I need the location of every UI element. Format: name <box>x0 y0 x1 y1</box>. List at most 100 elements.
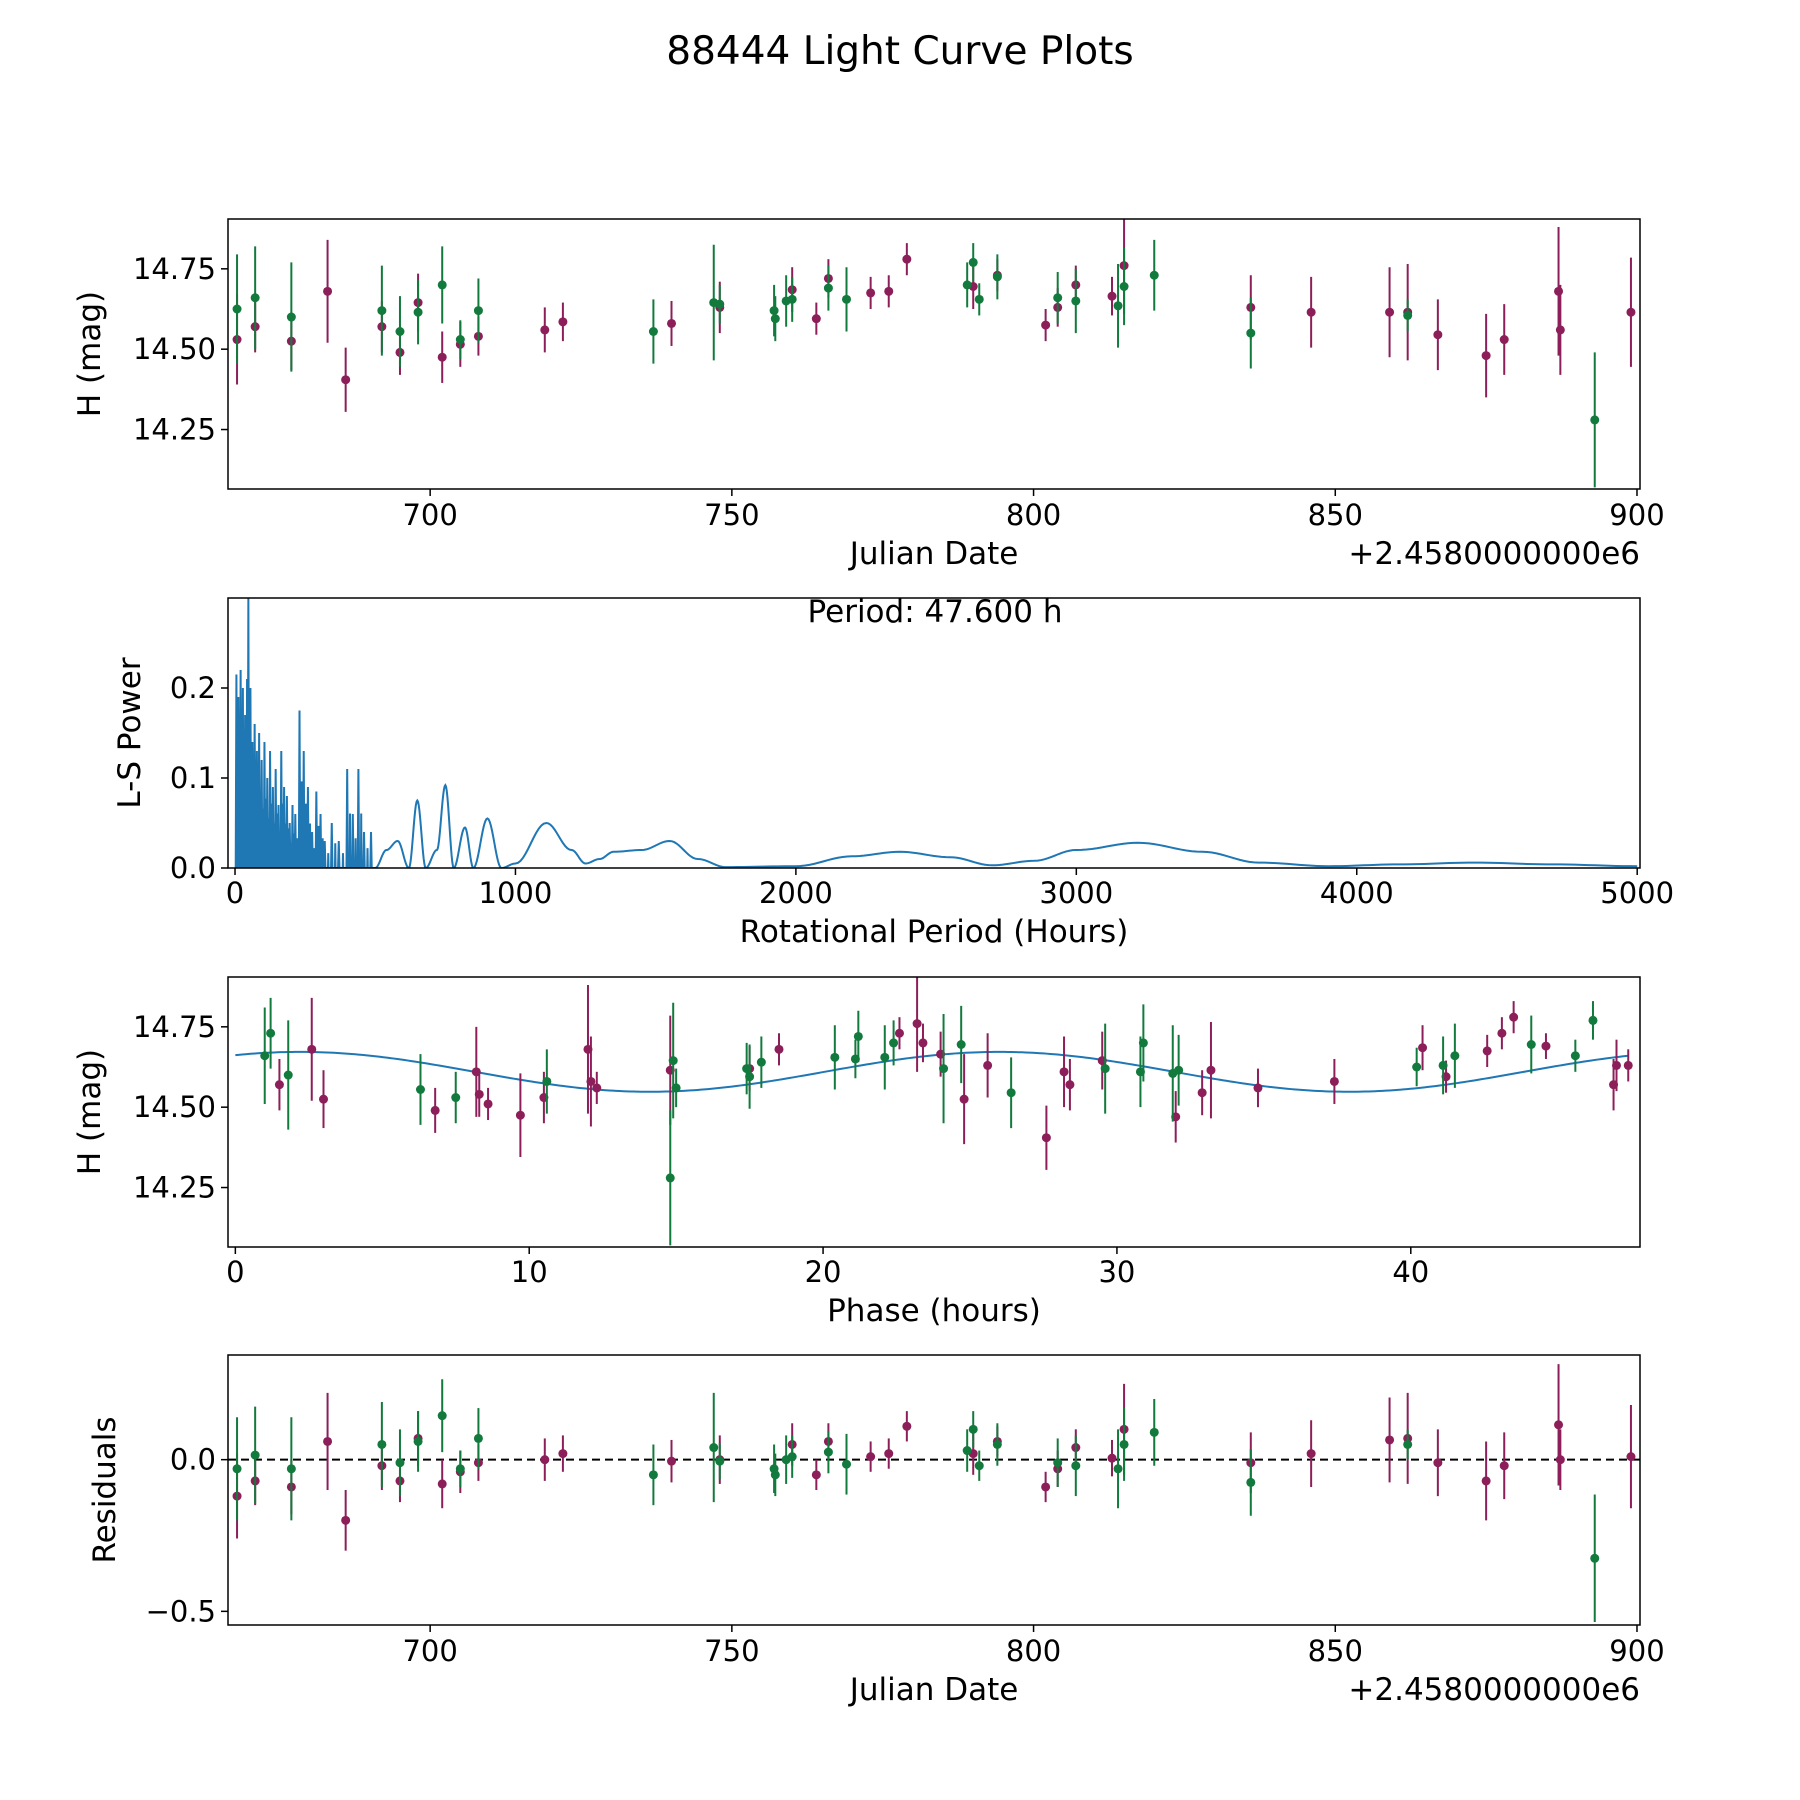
data-point <box>823 283 833 293</box>
data-point <box>974 1461 984 1471</box>
data-point <box>1149 1427 1159 1437</box>
data-point <box>1541 1041 1551 1051</box>
data-point <box>542 1076 552 1086</box>
data-point <box>413 1436 423 1446</box>
data-point <box>1306 307 1316 317</box>
data-point <box>483 1099 493 1109</box>
data-point <box>540 325 550 335</box>
data-point <box>1041 320 1051 330</box>
x-tick-label: 20 <box>805 1255 842 1289</box>
residuals-plot-area <box>228 1364 1640 1622</box>
data-point <box>283 1070 293 1080</box>
data-point <box>1071 296 1081 306</box>
data-point <box>341 1515 351 1525</box>
x-tick-label: 800 <box>1006 1634 1061 1668</box>
x-axis-label: Julian Date <box>848 1672 1019 1708</box>
data-point <box>437 280 447 290</box>
x-tick-label: 4000 <box>1320 876 1394 910</box>
data-point <box>962 280 972 290</box>
residuals-panel: 700 750 800 850 900 −0.5 0.0 Julian Date Residua… <box>87 1354 1665 1708</box>
x-axis-label: Rotational Period (Hours) <box>740 914 1129 950</box>
data-point <box>515 1110 525 1120</box>
phased-plot-area <box>235 977 1633 1246</box>
x-tick-label: 3000 <box>1039 876 1113 910</box>
data-point <box>968 1424 978 1434</box>
data-point <box>451 1093 461 1103</box>
data-point <box>889 1038 899 1048</box>
data-point <box>1554 286 1564 296</box>
phased-panel: 0 10 20 30 40 14.25 14.50 14.75 Phase (hours) H (… <box>72 976 1641 1329</box>
data-point <box>992 1439 1002 1449</box>
data-point <box>1555 1455 1565 1465</box>
data-point <box>1555 325 1565 335</box>
y-axis-label: L-S Power <box>112 657 148 808</box>
data-point <box>648 327 658 336</box>
data-point <box>1418 1043 1428 1053</box>
data-point <box>1053 293 1063 303</box>
data-point <box>1450 1051 1460 1061</box>
data-point <box>1588 1015 1598 1025</box>
y-axis-label: H (mag) <box>72 1049 108 1175</box>
data-point <box>250 293 260 303</box>
data-point <box>1570 1051 1580 1061</box>
data-point <box>1433 330 1443 340</box>
data-point <box>842 294 852 304</box>
data-point <box>866 288 876 298</box>
data-point <box>974 294 984 304</box>
periodogram-plot-area <box>234 598 1638 868</box>
data-point <box>1438 1060 1448 1070</box>
x-tick-label: 30 <box>1098 1255 1135 1289</box>
data-point <box>709 1443 719 1453</box>
data-point <box>1174 1065 1184 1075</box>
data-point <box>811 1470 821 1480</box>
data-point <box>1138 1038 1148 1048</box>
data-point <box>1246 328 1256 338</box>
fit-curve <box>235 1050 1629 1093</box>
x-tick-label: 900 <box>1609 498 1664 532</box>
data-point <box>413 307 423 317</box>
data-point <box>286 312 296 322</box>
y-tick-label: 14.25 <box>133 413 216 447</box>
data-point <box>1481 351 1491 361</box>
data-point <box>558 317 568 327</box>
data-point <box>250 1450 260 1460</box>
x-tick-label: 40 <box>1392 1255 1429 1289</box>
data-point <box>558 1449 568 1459</box>
data-point <box>1433 1458 1443 1468</box>
y-tick-label: 14.25 <box>133 1171 216 1205</box>
data-point <box>1059 1067 1069 1077</box>
data-point <box>1623 1060 1633 1070</box>
data-point <box>774 1044 784 1054</box>
data-point <box>884 286 894 296</box>
data-point <box>842 1459 852 1469</box>
x-tick-label: 5000 <box>1600 876 1674 910</box>
x-tick-label: 1000 <box>479 876 553 910</box>
data-point <box>894 1028 904 1038</box>
data-point <box>745 1072 755 1082</box>
data-point <box>1526 1040 1536 1049</box>
data-point <box>319 1094 329 1104</box>
data-point <box>866 1452 876 1462</box>
data-point <box>968 257 978 267</box>
data-point <box>1119 1439 1129 1449</box>
x-tick-label: 850 <box>1308 1634 1363 1668</box>
data-point <box>1509 1012 1519 1022</box>
x-tick-label: 0 <box>226 1255 244 1289</box>
data-point <box>377 1439 387 1449</box>
data-point <box>830 1052 840 1062</box>
lightcurve-panel: 700 750 800 850 900 14.25 14.50 14.75 Julian Dat… <box>72 218 1665 572</box>
data-point <box>1206 1065 1216 1075</box>
data-point <box>455 335 465 345</box>
data-point <box>1006 1088 1016 1098</box>
data-point <box>962 1446 972 1456</box>
data-point <box>667 318 677 328</box>
data-point <box>884 1449 894 1459</box>
data-point <box>715 1456 725 1466</box>
period-annotation: Period: 47.600 h <box>808 594 1063 630</box>
data-point <box>232 1464 242 1474</box>
data-point <box>586 1076 596 1086</box>
data-point <box>1499 335 1509 345</box>
data-point <box>665 1173 675 1183</box>
data-point <box>1041 1133 1051 1143</box>
